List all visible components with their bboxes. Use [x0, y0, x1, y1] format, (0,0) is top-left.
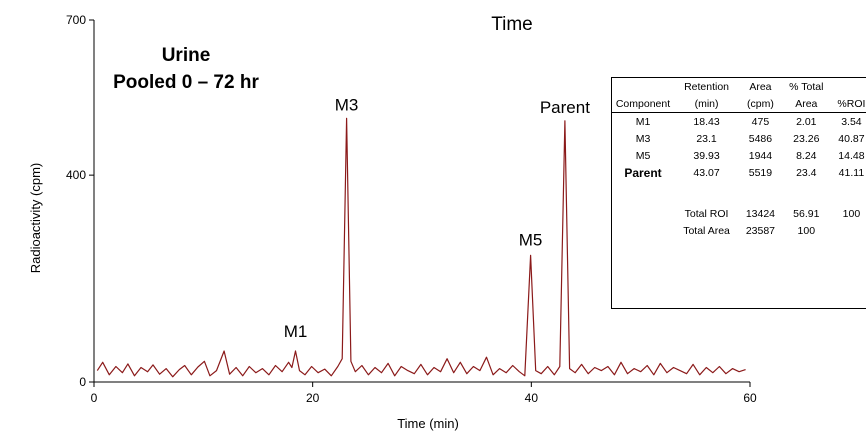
table-cell: 40.87 [838, 132, 865, 145]
y-axis-label: Radioactivity (cpm) [28, 163, 43, 274]
table-header-cell [831, 78, 866, 95]
table-cell: Parent [624, 165, 662, 180]
table-cell: 43.07 [693, 166, 720, 179]
peak-label-parent: Parent [540, 98, 590, 117]
table-header-cell: %ROI [837, 97, 866, 110]
table-cell: M3 [635, 132, 651, 145]
chromatogram-trace [96, 117, 746, 378]
table-cell: 5486 [748, 132, 773, 145]
table-cell: 23.26 [793, 132, 820, 145]
table-spacer [612, 181, 866, 205]
table-cell: M5 [635, 149, 651, 162]
table-cell: 5519 [748, 166, 773, 179]
x-axis-label: Time (min) [397, 416, 459, 431]
axes [93, 20, 750, 383]
table-header-cell: Retention [684, 80, 730, 93]
table-header-row: Retention Area % Total [612, 78, 866, 95]
table-cell: 41.11 [838, 166, 865, 179]
y-tick-label: 0 [79, 375, 86, 389]
table-cell: 23.1 [696, 132, 717, 145]
table-row: M1 18.43 475 2.01 3.54 [612, 113, 866, 130]
table-cell [831, 222, 866, 239]
table-cell: 39.93 [693, 149, 720, 162]
sample-label-line-1: Urine [162, 45, 211, 66]
table-rule [612, 112, 866, 113]
table-cell: 1944 [748, 149, 773, 162]
table-cell: 23.4 [796, 166, 817, 179]
chart-title: Time [491, 14, 533, 35]
table-cell: Total Area [683, 224, 730, 237]
table-cell [612, 205, 674, 222]
x-tick-label: 40 [525, 391, 539, 405]
table-header-cell: Component [615, 97, 671, 110]
peak-label-m1: M1 [284, 322, 308, 341]
table-row: M5 39.93 1944 8.24 14.48 [612, 147, 866, 164]
table-cell: 18.43 [693, 115, 720, 128]
table-cell: 3.54 [841, 115, 862, 128]
table-row: Parent 43.07 5519 23.4 41.11 [612, 164, 866, 181]
table-cell: 100 [797, 224, 816, 237]
table-cell [612, 222, 674, 239]
table-cell: M1 [635, 115, 651, 128]
table-header-cell: % Total [789, 80, 824, 93]
table-row: Total ROI 13424 56.91 100 [612, 205, 866, 222]
table-row: Total Area 23587 100 [612, 222, 866, 239]
table-cell: 475 [751, 115, 770, 128]
table-header-row: Component (min) (cpm) Area %ROI [612, 95, 866, 113]
x-tick-label: 60 [743, 391, 757, 405]
table-cell: 100 [842, 207, 861, 220]
sample-label-line-2: Pooled 0 – 72 hr [113, 72, 259, 93]
table-cell: Total ROI [684, 207, 729, 220]
peak-label-m5: M5 [519, 230, 543, 249]
y-tick-label: 700 [66, 13, 86, 27]
table-cell: 23587 [745, 224, 776, 237]
table-cell: 56.91 [793, 207, 820, 220]
ticks: 0 20 40 60 0 400 700 [66, 13, 757, 405]
trace-layer [96, 117, 746, 378]
results-table: Retention Area % Total Component (min) (… [611, 77, 866, 309]
table-header-cell: (min) [694, 97, 719, 110]
table-cell: 8.24 [796, 149, 817, 162]
x-tick-label: 20 [306, 391, 320, 405]
table-header-cell [612, 78, 674, 95]
y-tick-label: 400 [66, 168, 86, 182]
table-cell: 14.48 [838, 149, 865, 162]
peak-labels: M1 M3 M5 Parent [284, 95, 591, 341]
table-cell: 2.01 [796, 115, 817, 128]
table-header-cell: Area [749, 80, 772, 93]
table-row: M3 23.1 5486 23.26 40.87 [612, 130, 866, 147]
table-header-cell: Area [795, 97, 818, 110]
table-cell: 13424 [745, 207, 776, 220]
x-tick-label: 0 [91, 391, 98, 405]
peak-label-m3: M3 [335, 95, 359, 114]
table-header-cell: (cpm) [747, 97, 774, 110]
